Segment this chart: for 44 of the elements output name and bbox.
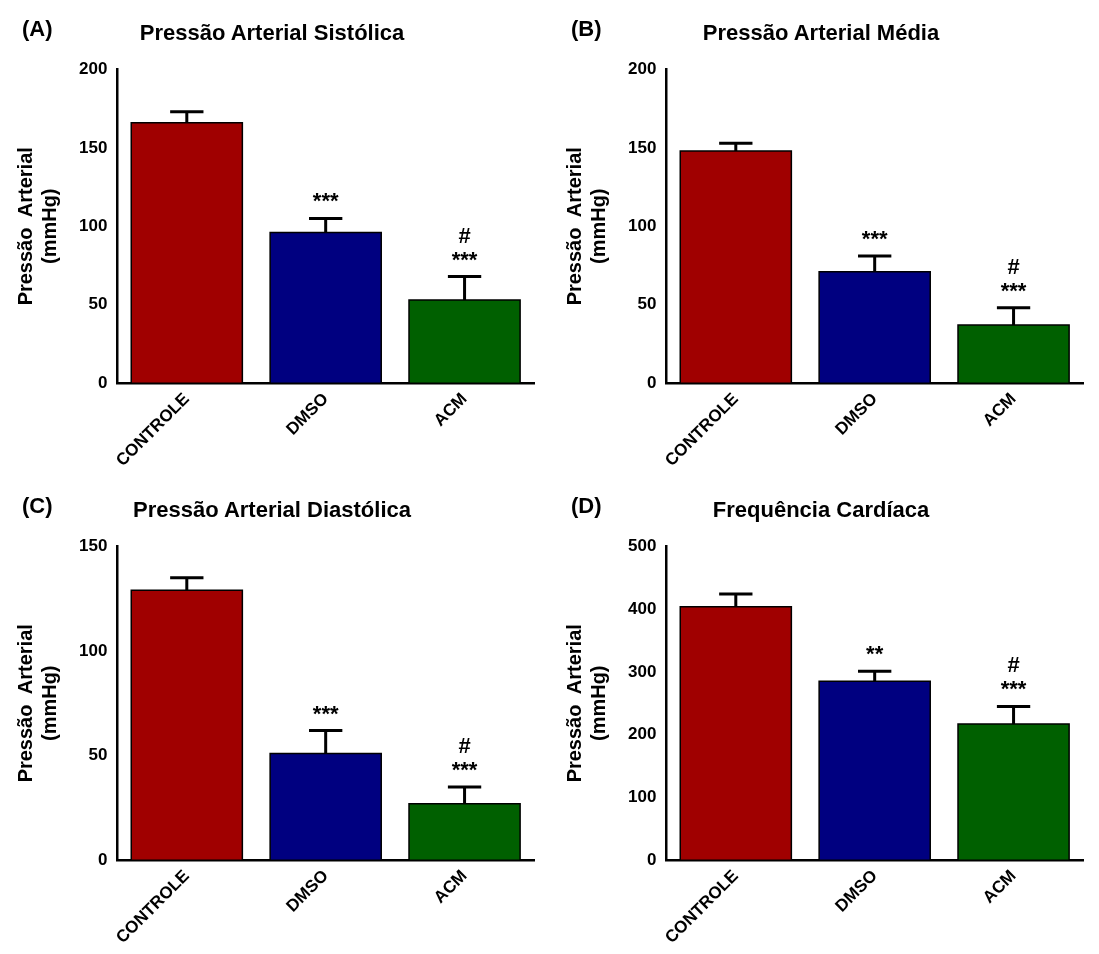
y-tick-label: 100	[78, 215, 108, 235]
y-tick-label: 0	[646, 372, 657, 392]
y-tick-label: 400	[627, 598, 657, 618]
y-tick-label: 0	[646, 849, 657, 869]
annotation: ***	[1000, 277, 1027, 303]
annotation: ***	[451, 246, 478, 272]
y-tick-label: 50	[88, 745, 108, 765]
y-tick-label: 0	[97, 849, 108, 869]
annotation: ***	[312, 188, 339, 214]
y-axis-title: Pressão Arterial (mmHg)	[562, 147, 609, 306]
y-tick-label: 0	[97, 372, 108, 392]
annotation: **	[866, 641, 884, 667]
y-tick-label: 100	[627, 787, 657, 807]
y-tick-label: 200	[627, 724, 657, 744]
y-axis-title: Pressão Arterial (mmHg)	[13, 624, 60, 783]
y-tick-label: 500	[627, 536, 657, 556]
y-tick-label: 150	[78, 137, 108, 157]
annotation: #	[1007, 652, 1020, 678]
annotation: ***	[451, 756, 478, 782]
annotation: ***	[1000, 676, 1027, 702]
text: (C)	[22, 493, 53, 519]
text: (A)	[22, 16, 53, 42]
y-tick-label: 100	[78, 640, 108, 660]
chart-title: Pressão Arterial Sistólica	[139, 20, 406, 46]
annotation: #	[1007, 253, 1020, 279]
y-tick-label: 150	[627, 137, 657, 157]
y-tick-label: 50	[88, 294, 108, 314]
text: (D)	[571, 493, 602, 519]
y-tick-label: 200	[627, 59, 657, 79]
annotation: ***	[861, 226, 888, 252]
annotation: #	[458, 222, 471, 248]
y-tick-label: 300	[627, 661, 657, 681]
y-tick-label: 150	[78, 536, 108, 556]
text: (B)	[571, 16, 602, 42]
y-axis-title: Pressão Arterial (mmHg)	[562, 624, 609, 783]
chart-title: Pressão Arterial Média	[702, 20, 940, 46]
chart-title: Frequência Cardíaca	[712, 497, 930, 523]
chart-title: Pressão Arterial Diastólica	[133, 497, 412, 523]
y-tick-label: 200	[78, 59, 108, 79]
annotation: #	[458, 732, 471, 758]
y-tick-label: 50	[637, 294, 657, 314]
y-tick-label: 100	[627, 215, 657, 235]
y-axis-title: Pressão Arterial (mmHg)	[13, 147, 60, 306]
annotation: ***	[312, 700, 339, 726]
